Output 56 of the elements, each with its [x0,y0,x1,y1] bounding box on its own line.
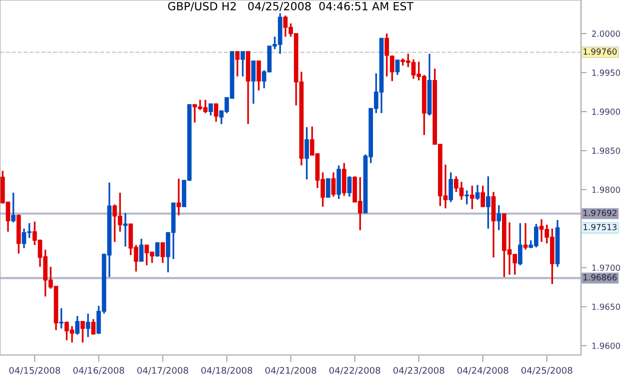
candlestick [256,60,261,92]
ref-line-label: 1.99760 [584,48,617,55]
candlestick [304,126,309,180]
y-tick-label: 1.9600 [592,342,620,349]
candlestick [80,320,85,344]
candlestick [91,318,96,336]
candlestick [347,175,352,198]
candlestick [139,238,144,262]
x-tick-label: 04/25/2008 [521,366,572,375]
ref-line-label: 1.97692 [584,210,616,216]
y-tick-label: 1.9900 [592,108,620,115]
ref-line-label: 1.96866 [584,274,617,280]
x-tick-label: 04/24/2008 [457,366,508,375]
candlestick [240,50,245,78]
y-tick-label: 1.9800 [592,186,620,193]
x-tick-label: 04/17/2008 [137,366,188,375]
candlestick [448,172,453,203]
candlestick [395,59,400,76]
candlestick [486,175,490,230]
y-tick-label: 1.9650 [592,304,620,310]
y-tick-label: 1.9850 [592,148,620,154]
y-tick-label: 1.9700 [592,264,620,271]
candlestick [176,178,181,216]
x-tick-label: 04/15/2008 [9,366,60,375]
candlestick [208,102,213,116]
candlestick [470,184,474,210]
candlestick [464,190,470,206]
candlestick [214,102,218,123]
candlestick [475,184,480,201]
candlestick [160,242,165,264]
candlestick [251,60,256,105]
x-tick-label: 04/18/2008 [201,366,252,375]
x-tick-label: 04/21/2008 [265,366,316,375]
y-tick-label: 2.0000 [592,30,620,37]
candlestick [390,54,394,82]
candlestick [75,315,80,336]
candlestick [496,204,502,231]
x-tick-label: 04/16/2008 [73,366,124,375]
candlestick [342,162,346,197]
text: 1.97513 [584,224,617,230]
chart-title: GBP/USD H2 04/25/2008 04:46:51 AM EST [168,2,414,12]
candlestick [326,178,330,198]
candlestick [523,222,528,251]
x-tick-label: 04/23/2008 [393,366,444,375]
candlestick [480,184,486,208]
candlestick [384,32,389,78]
candlestick [155,242,160,258]
candlestick [59,307,64,330]
candlestick [331,172,336,198]
candlestick [86,312,90,338]
candlestick [123,212,128,248]
candlestick [235,50,240,78]
y-tick-label: 1.9950 [592,70,620,76]
x-tick-label: 04/22/2008 [329,366,380,375]
candlestick [11,192,16,224]
candlestick [518,222,522,266]
